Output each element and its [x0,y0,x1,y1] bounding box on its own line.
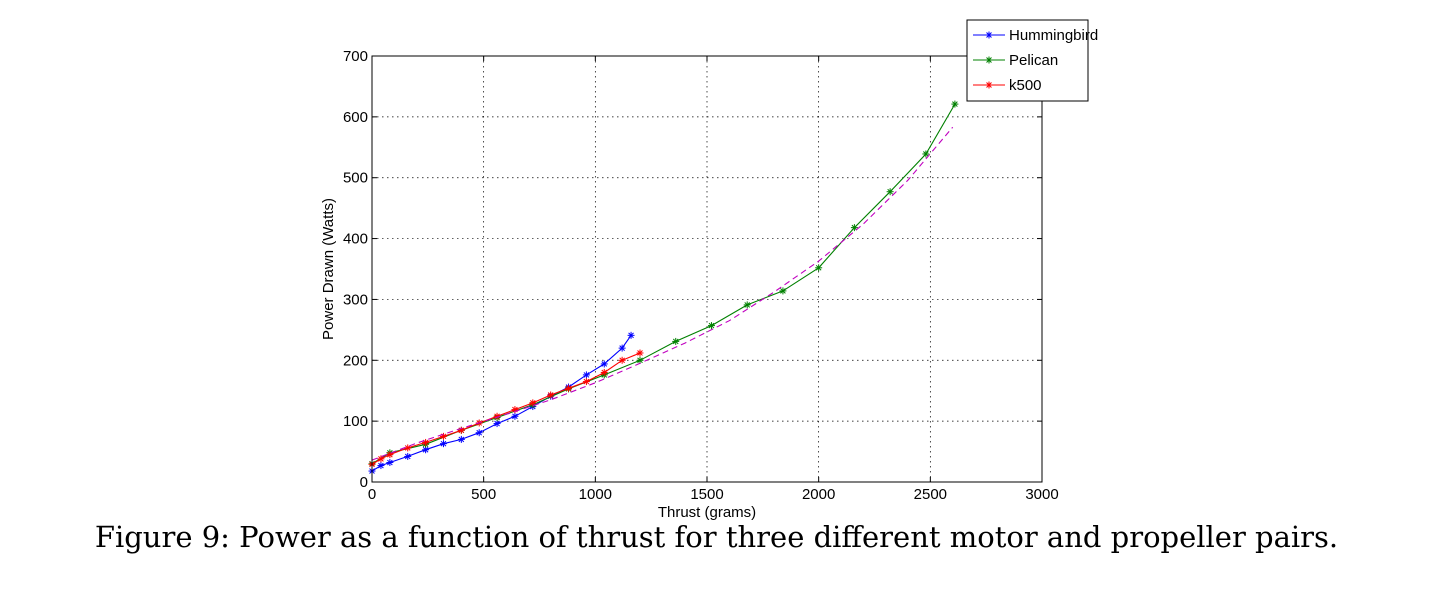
data-point-marker [565,384,573,392]
data-point-marker [377,455,385,463]
data-point-marker [636,356,644,364]
data-point-marker [815,264,823,272]
data-point-marker [582,378,590,386]
x-tick-label: 2000 [802,486,835,503]
data-point-marker [985,31,993,39]
plot-area [372,56,1042,482]
data-point-marker [547,391,555,399]
y-tick-label: 300 [343,291,368,308]
axis-ticks: 0 500 1000 1500 2000 2500 3000 0 100 200 300 400 500… [343,48,1059,503]
x-tick-label: 500 [471,486,496,503]
data-point-marker [386,459,394,467]
data-point-marker [886,188,894,196]
legend-entry-label: Hummingbird [1009,27,1098,44]
data-point-marker [493,420,501,428]
data-point-marker [850,224,858,232]
y-axis-label: Power Drawn (Watts) [320,198,337,340]
x-tick-label: 1000 [579,486,612,503]
data-point-marker [618,356,626,364]
data-point-marker [922,150,930,158]
y-tick-label: 500 [343,170,368,187]
x-axis-label: Thrust (grams) [658,504,756,520]
legend: Hummingbird Pelican k500 [966,19,1098,102]
data-point-marker [511,412,519,420]
data-point-marker [707,322,715,330]
data-point-marker [439,440,447,448]
y-tick-label: 100 [343,413,368,430]
x-tick-label: 2500 [914,486,947,503]
x-tick-label: 0 [368,486,376,503]
power-vs-thrust-chart: 0 500 1000 1500 2000 2500 3000 0 100 200 300 400 500… [320,19,1098,520]
data-point-marker [377,462,385,470]
data-point-marker [743,301,751,309]
data-point-marker [636,349,644,357]
y-tick-label: 400 [343,231,368,248]
data-point-marker [582,371,590,379]
data-point-marker [985,81,993,89]
data-point-marker [475,429,483,437]
series-layer [368,100,959,475]
x-tick-label: 1500 [690,486,723,503]
data-point-marker [779,287,787,295]
legend-entry-label: k500 [1009,77,1042,94]
figure-caption: Figure 9: Power as a function of thrust … [94,520,1339,554]
y-tick-label: 0 [360,474,368,491]
data-point-marker [422,438,430,446]
data-point-marker [618,344,626,352]
grid-lines [372,56,1042,482]
data-point-marker [627,331,635,339]
data-point-marker [600,360,608,368]
fit-series-line [371,126,954,461]
y-tick-label: 200 [343,352,368,369]
data-point-marker [600,368,608,376]
legend-entry-label: Pelican [1009,52,1058,69]
data-point-marker [439,432,447,440]
data-point-marker [404,452,412,460]
data-point-marker [985,56,993,64]
y-tick-label: 700 [343,48,368,65]
data-point-marker [951,100,959,108]
data-point-marker [457,435,465,443]
x-tick-label: 3000 [1025,486,1058,503]
y-tick-label: 600 [343,109,368,126]
data-point-marker [672,337,680,345]
